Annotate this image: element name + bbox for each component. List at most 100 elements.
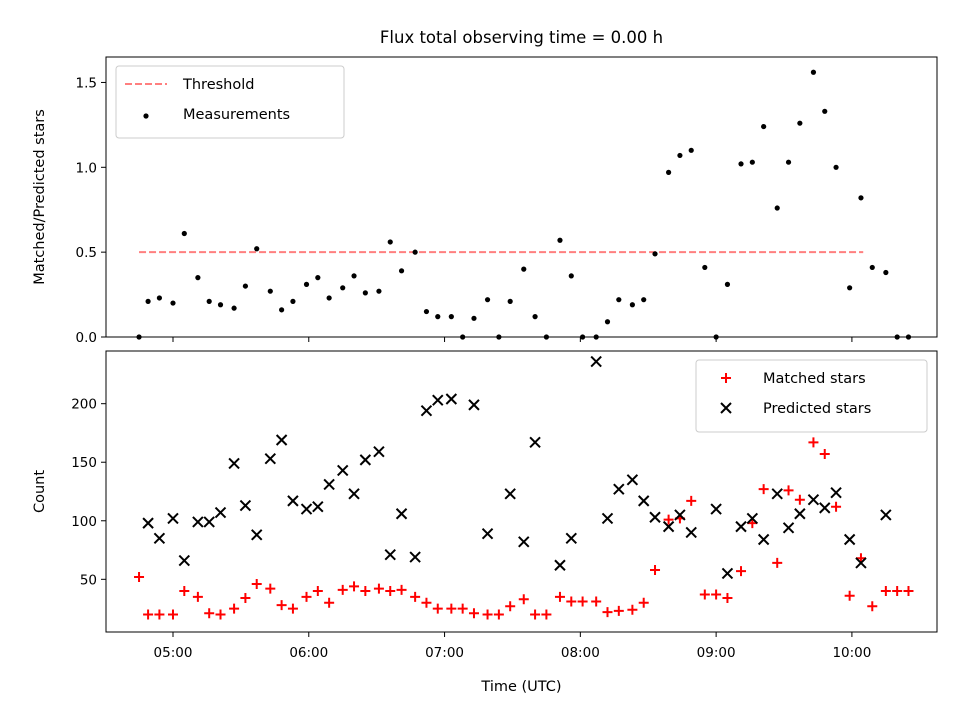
data-point xyxy=(554,559,566,571)
data-point xyxy=(819,449,830,460)
data-point xyxy=(265,583,276,594)
data-point xyxy=(722,593,733,604)
data-point xyxy=(711,589,722,600)
data-point xyxy=(736,566,747,577)
data-point xyxy=(301,591,312,602)
data-point xyxy=(772,557,783,568)
axes-frame xyxy=(105,56,938,338)
data-point xyxy=(287,603,298,614)
data-point xyxy=(903,586,914,597)
data-point xyxy=(844,590,855,601)
data-point xyxy=(481,527,494,540)
y-tick-label: 0.5 xyxy=(76,245,97,261)
legend-handle xyxy=(720,402,732,414)
data-point xyxy=(276,600,287,611)
data-point xyxy=(855,557,867,569)
data-point xyxy=(724,281,731,287)
data-point xyxy=(179,586,190,597)
data-point xyxy=(880,586,891,597)
y-tick-label: 50 xyxy=(80,572,97,588)
data-point xyxy=(521,266,527,272)
data-point xyxy=(337,584,348,595)
data-point xyxy=(883,269,889,276)
data-point xyxy=(373,445,385,458)
data-point xyxy=(267,288,273,294)
data-point xyxy=(446,603,457,614)
data-point xyxy=(677,152,683,159)
x-tick-label: 09:00 xyxy=(697,645,736,661)
data-point xyxy=(323,478,335,491)
data-point xyxy=(591,596,602,607)
data-point xyxy=(409,551,421,563)
data-point xyxy=(457,603,468,614)
data-point xyxy=(251,529,263,541)
data-point xyxy=(264,453,277,465)
data-point xyxy=(204,608,215,619)
data-point xyxy=(746,512,759,525)
data-point xyxy=(819,502,831,514)
data-point xyxy=(785,159,792,165)
data-point xyxy=(170,300,176,306)
data-point xyxy=(254,246,260,252)
series-matched-stars xyxy=(134,437,914,620)
data-point xyxy=(360,586,371,597)
data-point xyxy=(351,273,357,279)
data-point xyxy=(892,586,903,597)
data-point xyxy=(749,159,755,165)
data-point xyxy=(192,516,204,528)
y-tick-label: 200 xyxy=(71,397,97,413)
data-point xyxy=(637,495,650,507)
y-tick-label: 0.0 xyxy=(76,330,97,346)
series-predicted-stars xyxy=(142,355,892,580)
data-point xyxy=(529,436,541,449)
data-point xyxy=(385,586,396,597)
data-point xyxy=(231,305,237,311)
data-point xyxy=(279,307,285,313)
legend: Threshold Measurements xyxy=(115,65,345,139)
data-point xyxy=(206,298,212,304)
data-point xyxy=(448,314,454,320)
x-axis-label: Time (UTC) xyxy=(480,679,561,695)
data-point xyxy=(468,608,479,619)
data-point xyxy=(794,494,805,505)
data-point xyxy=(432,603,443,614)
data-point xyxy=(156,295,163,301)
legend: Matched stars Predicted stars xyxy=(695,359,928,433)
data-point xyxy=(362,290,368,296)
legend-box xyxy=(695,359,928,433)
data-point xyxy=(771,488,783,500)
data-point xyxy=(420,405,433,417)
data-point xyxy=(312,586,323,597)
data-point xyxy=(373,583,384,594)
data-point xyxy=(831,501,842,512)
data-point xyxy=(602,607,613,618)
data-point xyxy=(398,268,405,274)
data-point xyxy=(134,571,145,582)
data-point xyxy=(721,567,734,580)
legend-label: Measurements xyxy=(183,107,290,123)
data-point xyxy=(663,514,674,525)
data-point xyxy=(686,495,697,506)
data-point xyxy=(843,533,856,546)
data-point xyxy=(229,603,240,614)
data-point xyxy=(616,297,622,303)
data-point xyxy=(867,601,878,612)
data-point xyxy=(604,319,611,325)
y-axis-label: Matched/Predicted stars xyxy=(32,109,48,285)
data-point xyxy=(251,578,262,589)
data-point xyxy=(858,195,864,201)
data-point xyxy=(340,285,346,291)
data-point xyxy=(807,493,820,506)
data-point xyxy=(359,454,372,466)
x-tick-label: 08:00 xyxy=(561,645,600,661)
data-point xyxy=(710,503,722,515)
data-point xyxy=(702,264,708,271)
data-point xyxy=(421,597,432,608)
data-point xyxy=(783,485,794,496)
data-point xyxy=(590,355,602,368)
data-point xyxy=(674,509,686,521)
data-point xyxy=(275,434,288,446)
data-point xyxy=(541,609,552,620)
data-point xyxy=(142,517,154,529)
